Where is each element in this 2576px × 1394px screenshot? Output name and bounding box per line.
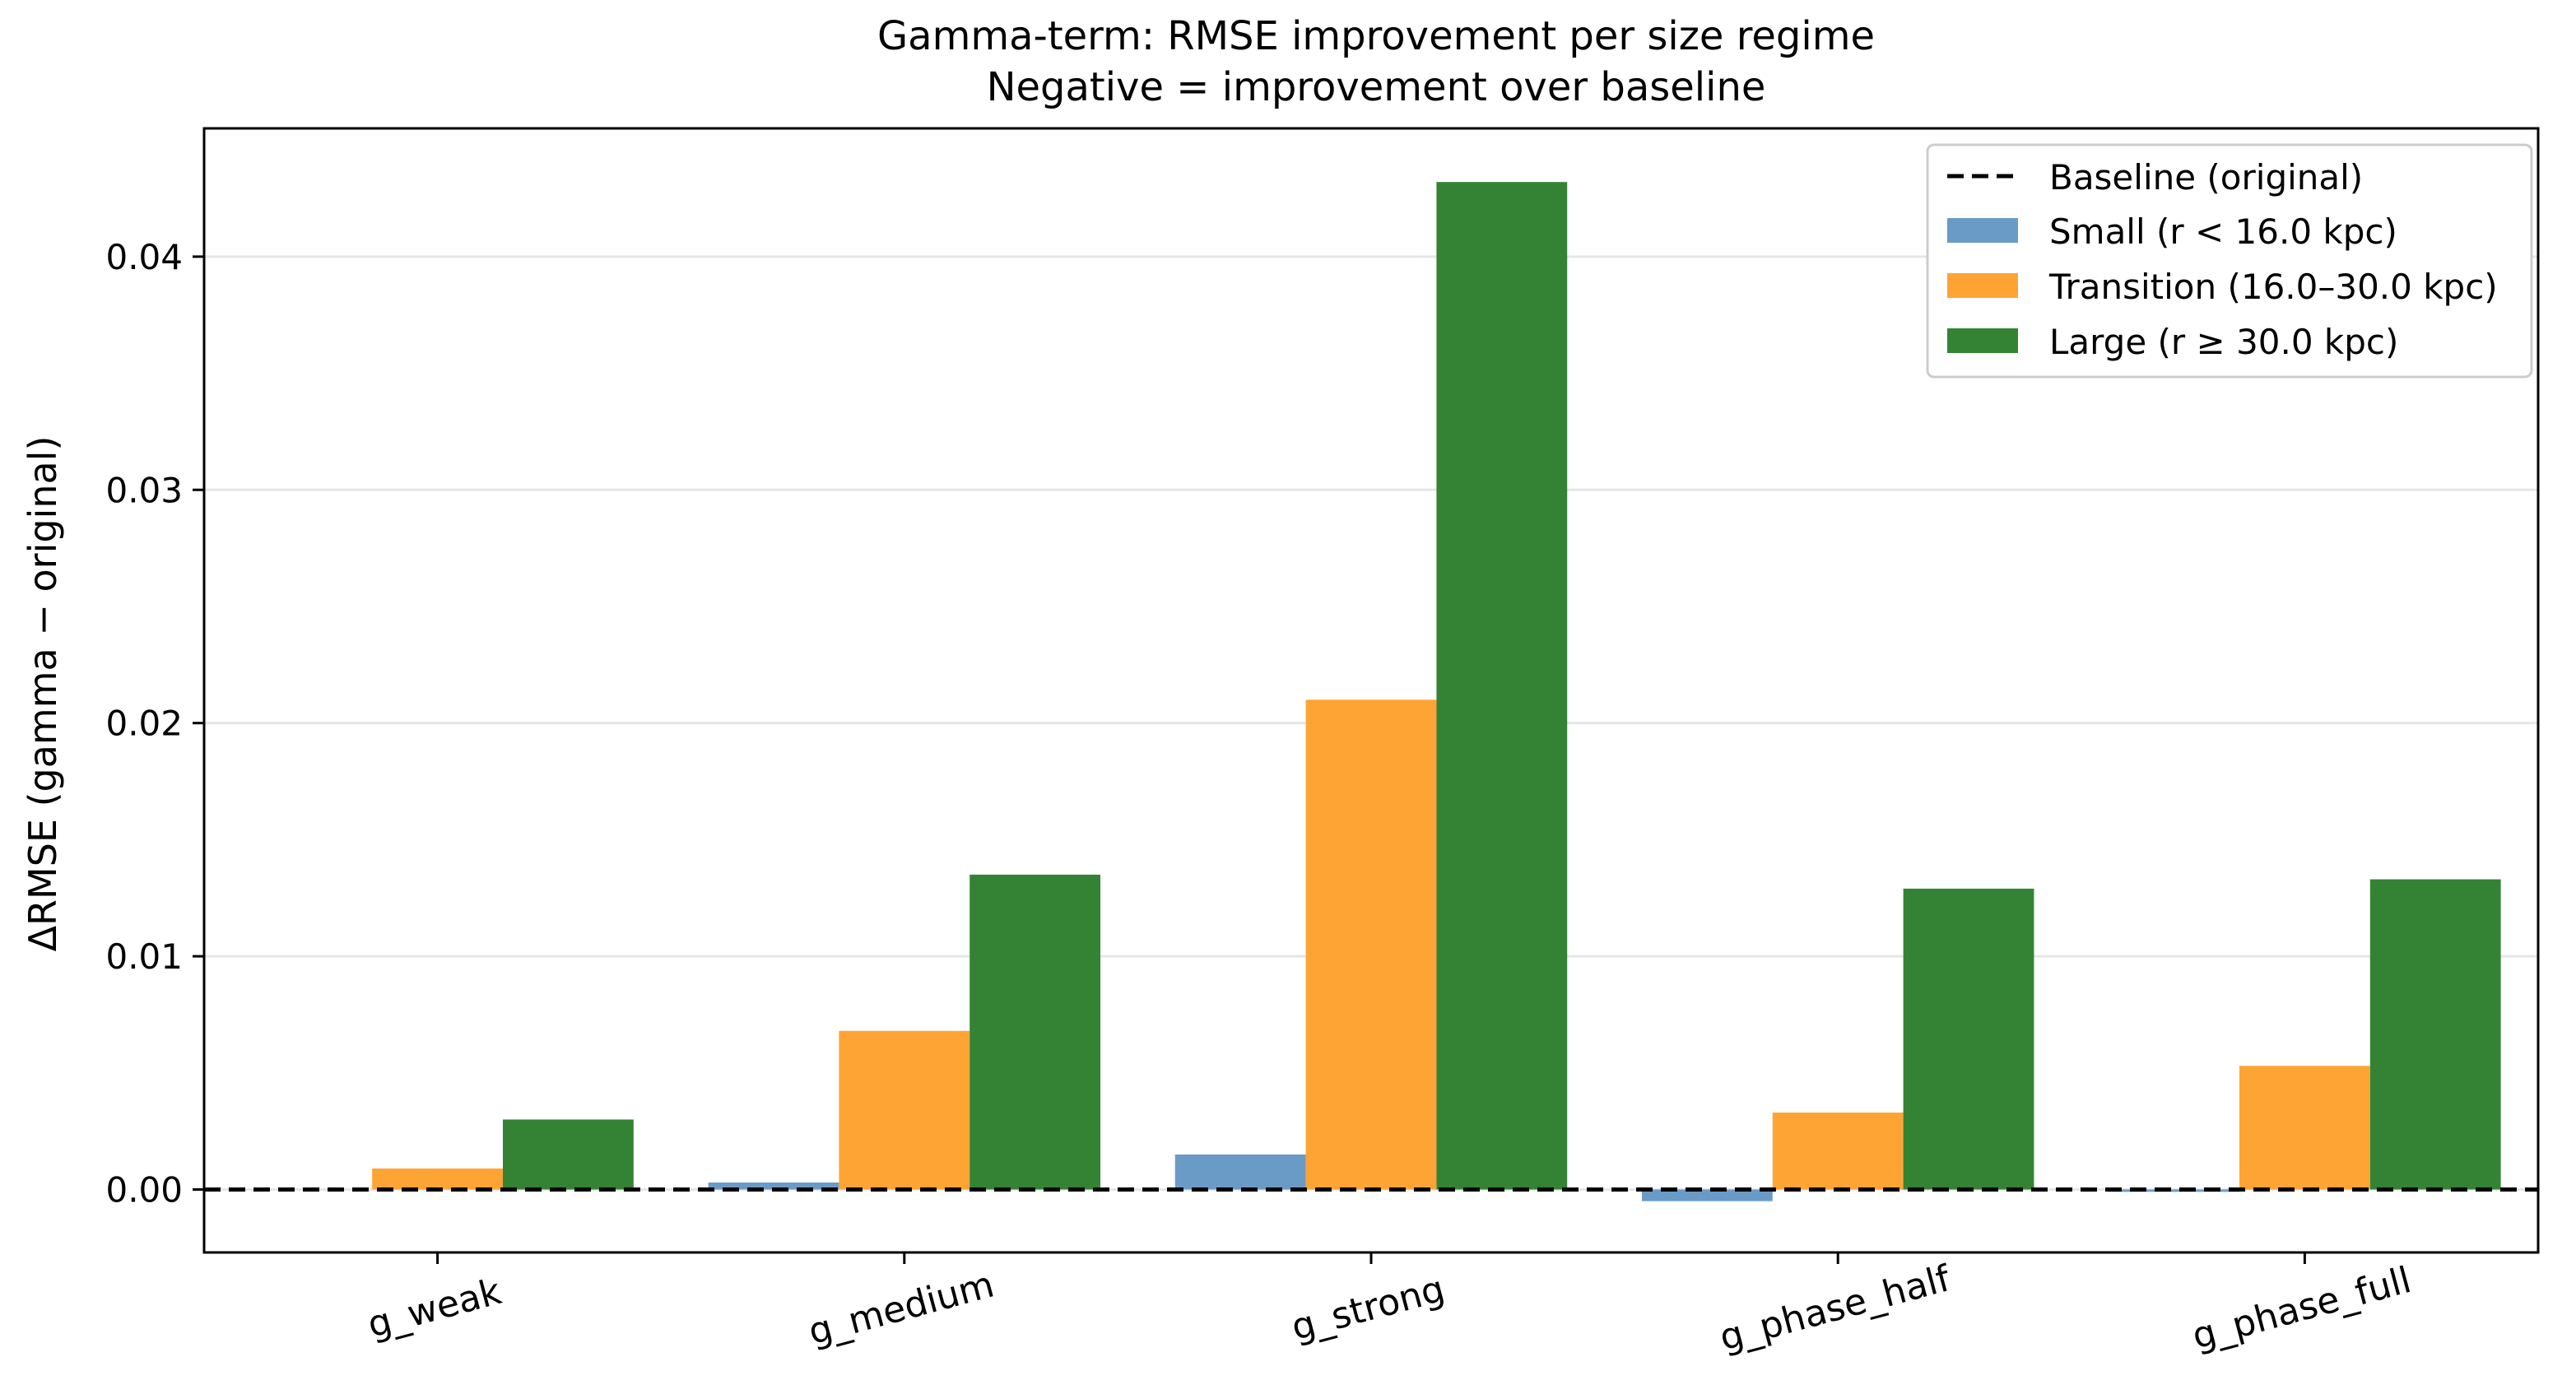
legend-large-swatch: [1947, 328, 2018, 353]
bar-g_strong-0: [1174, 1154, 1306, 1190]
bars: [372, 182, 2501, 1201]
bar-g_weak-1: [372, 1168, 504, 1190]
legend-small-label: Small (r < 16.0 kpc): [2049, 211, 2397, 252]
bar-g_phase_half-2: [1903, 888, 2034, 1190]
bar-g_phase_half-0: [1641, 1189, 1773, 1201]
y-tick-label: 0.00: [105, 1169, 183, 1210]
legend-large-label: Large (r ≥ 30.0 kpc): [2049, 322, 2398, 362]
y-axis-label: ΔRMSE (gamma − original): [21, 436, 65, 952]
legend-transition-swatch: [1947, 273, 2018, 298]
y-axis: 0.00 0.01 0.02 0.03 0.04: [105, 237, 204, 1210]
y-tick-label: 0.02: [105, 704, 183, 744]
chart-title: Gamma-term: RMSE improvement per size re…: [877, 13, 1875, 59]
legend-box: [1926, 143, 2533, 379]
bar-g_strong-2: [1436, 182, 1568, 1190]
legend-transition-label: Transition (16.0–30.0 kpc): [2048, 267, 2498, 307]
bar-g_phase_half-1: [1772, 1112, 1904, 1190]
bar-g_phase_full-0: [2109, 1189, 2239, 1192]
bar-g_phase_full-1: [2239, 1066, 2370, 1190]
y-tick-label: 0.01: [105, 936, 183, 977]
y-tick-label: 0.03: [105, 470, 183, 510]
chart-subtitle: Negative = improvement over baseline: [987, 64, 1766, 110]
legend-baseline-label: Baseline (original): [2049, 157, 2363, 197]
legend-small-swatch: [1947, 218, 2018, 243]
bar-g_medium-2: [969, 874, 1101, 1190]
legend: Baseline (original) Small (r < 16.0 kpc)…: [1926, 143, 2533, 379]
y-tick-label: 0.04: [105, 237, 183, 277]
bar-g_weak-2: [503, 1119, 634, 1190]
bar-g_medium-1: [839, 1030, 970, 1190]
bar-g_strong-1: [1305, 699, 1437, 1190]
bar-g_phase_full-2: [2369, 879, 2501, 1190]
bar-g_medium-0: [708, 1182, 839, 1190]
